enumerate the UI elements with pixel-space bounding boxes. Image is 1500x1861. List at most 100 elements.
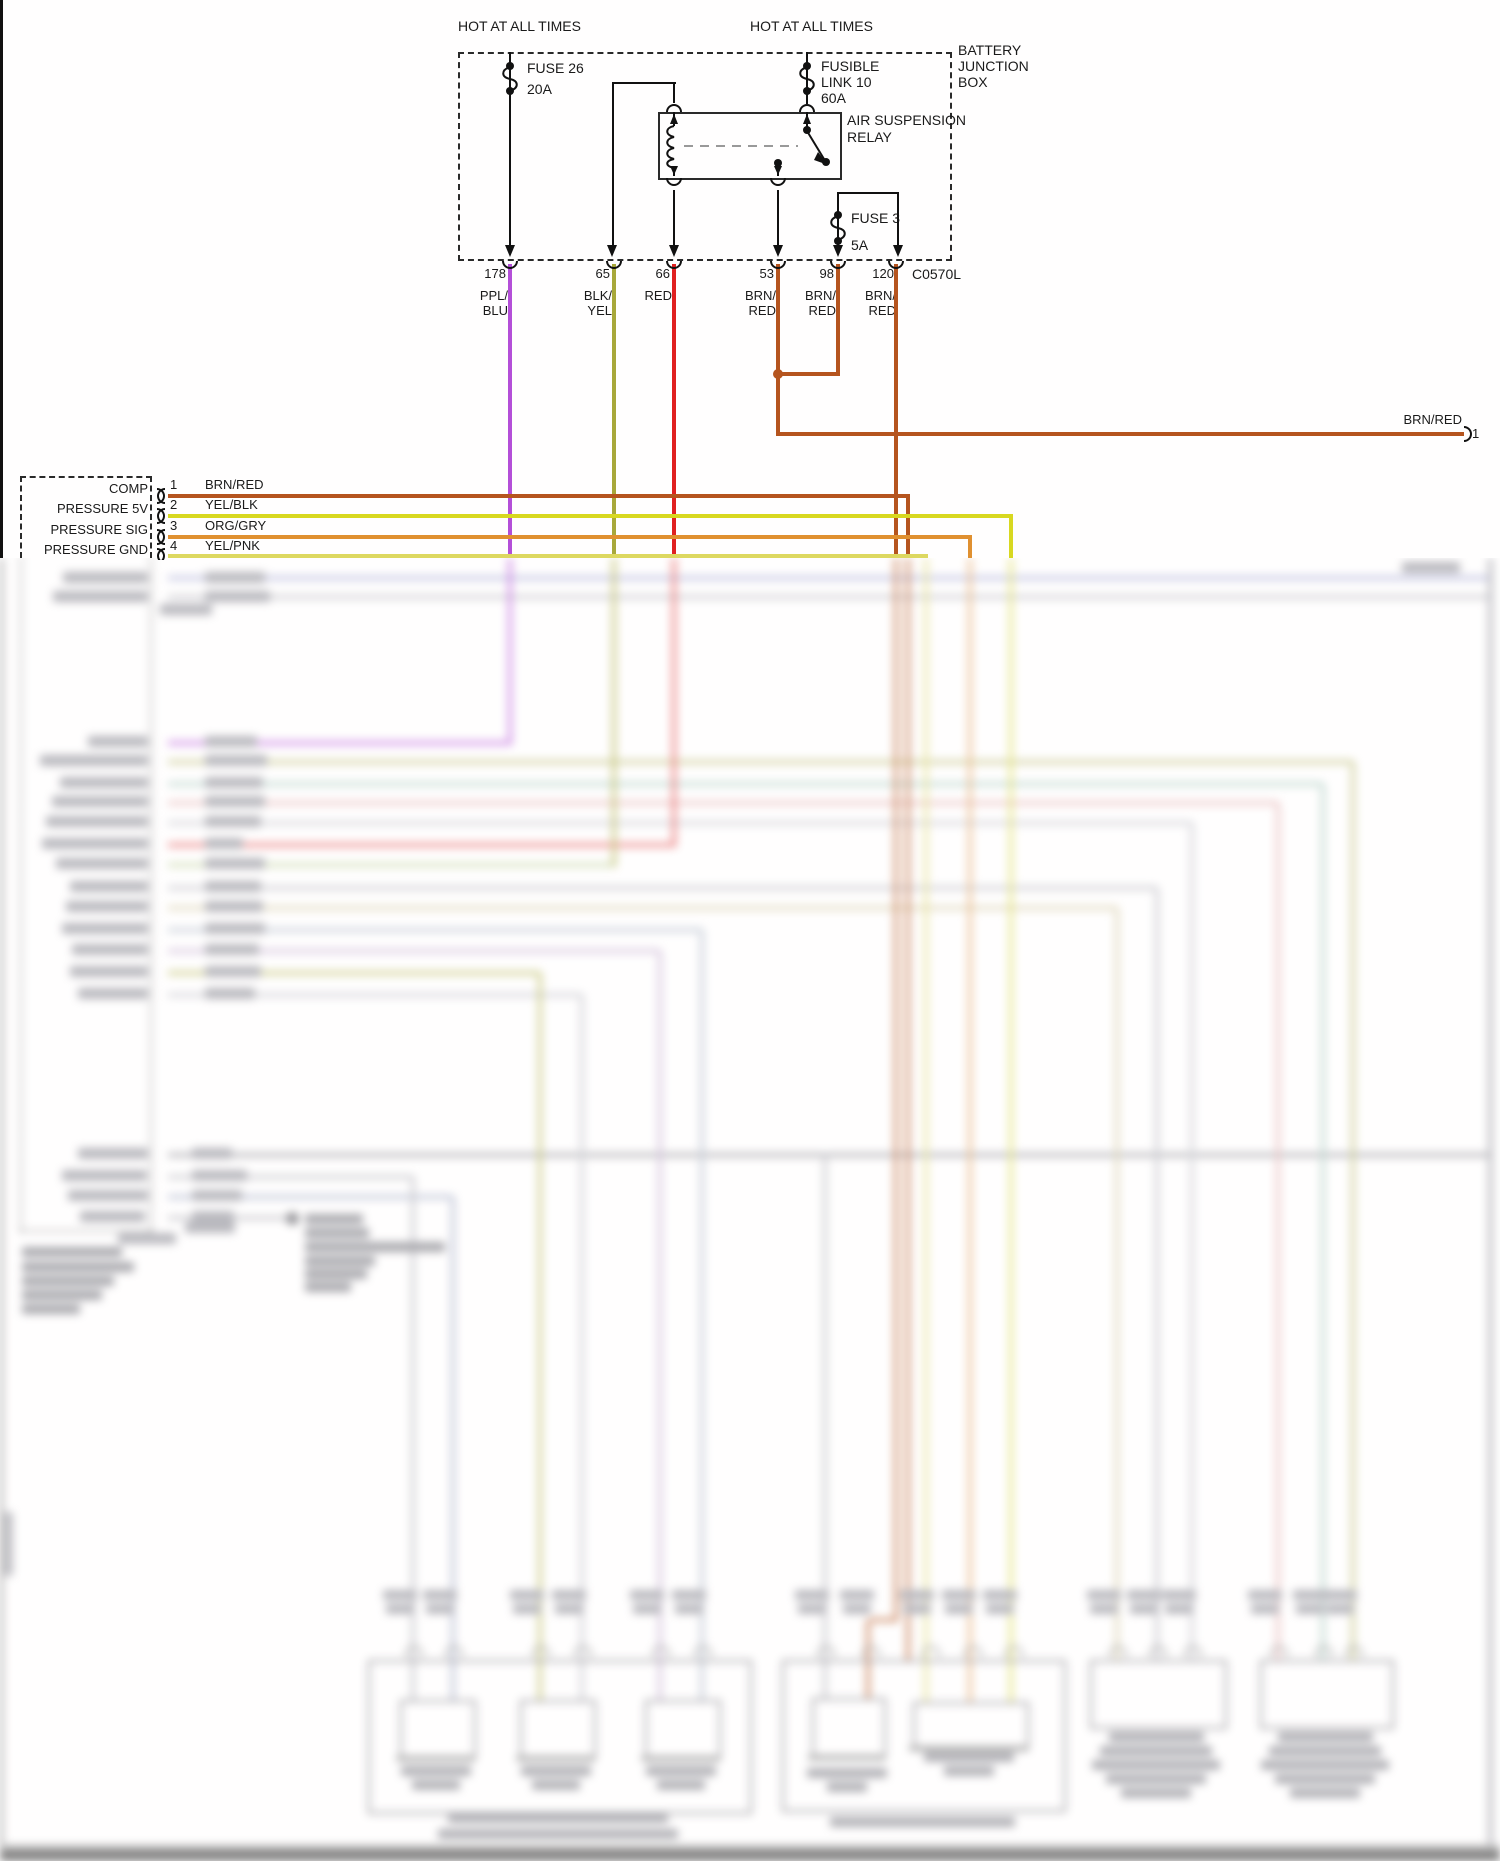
blurred-text-blob — [305, 1242, 445, 1252]
blurred-row-wire — [168, 1195, 453, 1199]
blurred-row-wire — [168, 1175, 413, 1179]
blurred-text-blob — [62, 923, 148, 934]
wire-fusible-link-feed — [806, 52, 808, 104]
blurred-text-blob — [205, 838, 243, 849]
blurred-drop-wire — [866, 1620, 870, 1698]
blurred-component-box — [913, 1702, 1029, 1750]
module-wire-yel-pnk: YEL/PNK — [205, 538, 260, 553]
blurred-text-blob — [1275, 1774, 1375, 1784]
blurred-text-blob — [555, 1604, 583, 1614]
blurred-text-blob — [205, 881, 261, 892]
blurred-text-blob — [192, 1190, 242, 1201]
blurred-text-blob — [532, 1780, 580, 1790]
module-wire-yel-blk: YEL/BLK — [205, 497, 258, 512]
wire-label-brn-red-53: BRN/RED — [744, 288, 776, 318]
blurred-text-blob — [22, 1262, 134, 1272]
blurred-text-blob — [1090, 1604, 1118, 1614]
blurred-text-blob — [205, 901, 263, 912]
module-pin-4: 4 — [170, 538, 178, 553]
wire-pressuresig-org-gry — [168, 535, 972, 539]
wire-pressure5v-yel-blk — [168, 514, 1013, 518]
wire-pressure5v-drop — [1009, 514, 1013, 558]
blurred-connector-bump — [1109, 1646, 1127, 1657]
blurred-text-blob — [412, 1780, 460, 1790]
blurred-connector-bump — [445, 1646, 463, 1657]
blurred-text-blob — [945, 1604, 973, 1614]
blurred-text-blob — [22, 1290, 102, 1300]
blurred-text-blob — [438, 1829, 678, 1839]
blurred-text-blob — [513, 1604, 541, 1614]
blurred-text-blob — [672, 1590, 706, 1600]
blurred-content — [0, 558, 1500, 1861]
blurred-text-blob — [60, 777, 148, 788]
bjb-label-line3: BOX — [958, 74, 988, 90]
blurred-text-blob — [426, 1604, 454, 1614]
wire-brn-red-53 — [776, 264, 780, 436]
blurred-row-wire — [168, 863, 614, 867]
blurred-text-blob — [205, 966, 261, 977]
blurred-text-blob — [830, 1817, 1015, 1827]
wire-label-blk-yel: BLK/YEL — [583, 288, 612, 318]
blurred-connector-bump — [964, 1646, 982, 1657]
fusible-link-label1: FUSIBLE — [821, 58, 880, 74]
blurred-text-blob — [22, 1276, 114, 1286]
blurred-text-blob — [22, 1247, 122, 1257]
blurred-text-blob — [305, 1269, 367, 1279]
blurred-text-blob — [205, 736, 257, 747]
blurred-drop-wire — [1009, 558, 1013, 1702]
blurred-text-blob — [675, 1604, 703, 1614]
blurred-text-blob — [1106, 1774, 1206, 1784]
blurred-component-box — [1090, 1660, 1227, 1729]
fusible-link-label3: 60A — [821, 90, 846, 106]
blurred-text-blob — [924, 1752, 1014, 1762]
blurred-text-blob — [900, 1590, 934, 1600]
wire-fuse26-feed — [509, 52, 511, 248]
blurred-text-blob — [521, 1766, 591, 1776]
blurred-text-blob — [4, 1512, 13, 1576]
wire-switch-top-stub — [806, 112, 808, 130]
pin-98: 98 — [819, 266, 834, 281]
blurred-text-blob — [80, 1211, 145, 1222]
hot-at-all-times-right: HOT AT ALL TIMES — [750, 18, 873, 34]
wire-pin65-jog-horizontal — [612, 82, 676, 84]
blurred-text-blob — [641, 1756, 721, 1761]
blurred-text-blob — [944, 1766, 994, 1776]
blurred-row-wire — [168, 760, 1353, 764]
blurred-text-blob — [383, 1590, 417, 1600]
blurred-row-wire — [168, 801, 1278, 805]
wire-coil-inbox-bottom — [673, 166, 675, 176]
blurred-text-blob — [1092, 1760, 1220, 1770]
fuse3-label: FUSE 3 — [851, 210, 901, 226]
blurred-row-wire — [168, 949, 660, 953]
blurred-text-blob — [72, 944, 148, 955]
blurred-text-blob — [1251, 1604, 1279, 1614]
blurred-text-blob — [646, 1766, 716, 1776]
blurred-text-blob — [52, 796, 148, 807]
hot-at-all-times-left: HOT AT ALL TIMES — [458, 18, 581, 34]
blurred-text-blob — [840, 1590, 874, 1600]
blurred-text-blob — [192, 1211, 234, 1222]
wire-label-ppl-blu: PPL/BLU — [479, 288, 508, 318]
fuse26-rating: 20A — [527, 81, 552, 97]
blurred-text-blob — [986, 1604, 1014, 1614]
blurred-connector-bump — [694, 1646, 712, 1657]
blurred-row-wire — [168, 782, 1323, 786]
connector-c0570l: C0570L — [912, 266, 962, 282]
blurred-connector-bump — [1184, 1646, 1202, 1657]
blurred-connector-bump — [1345, 1646, 1363, 1657]
wire-coil-inbox-top — [673, 112, 675, 126]
blurred-drop-wire — [924, 558, 928, 1702]
pin-120: 120 — [872, 266, 894, 281]
blurred-text-blob — [205, 944, 259, 955]
offpage-wire-label: BRN/RED — [1403, 412, 1462, 427]
blurred-connector-bump — [1315, 1646, 1333, 1657]
blurred-connector-bump — [532, 1646, 550, 1657]
blurred-text-blob — [903, 1604, 931, 1614]
blurred-text-blob — [205, 988, 255, 999]
blurred-drop-wire — [672, 558, 676, 847]
pin-53: 53 — [759, 266, 774, 281]
wire-label-brn-red-98: BRN/RED — [804, 288, 836, 318]
blurred-component-box — [645, 1700, 721, 1760]
blurred-drop-wire — [700, 930, 704, 1700]
blurred-row-wire — [168, 576, 1488, 580]
